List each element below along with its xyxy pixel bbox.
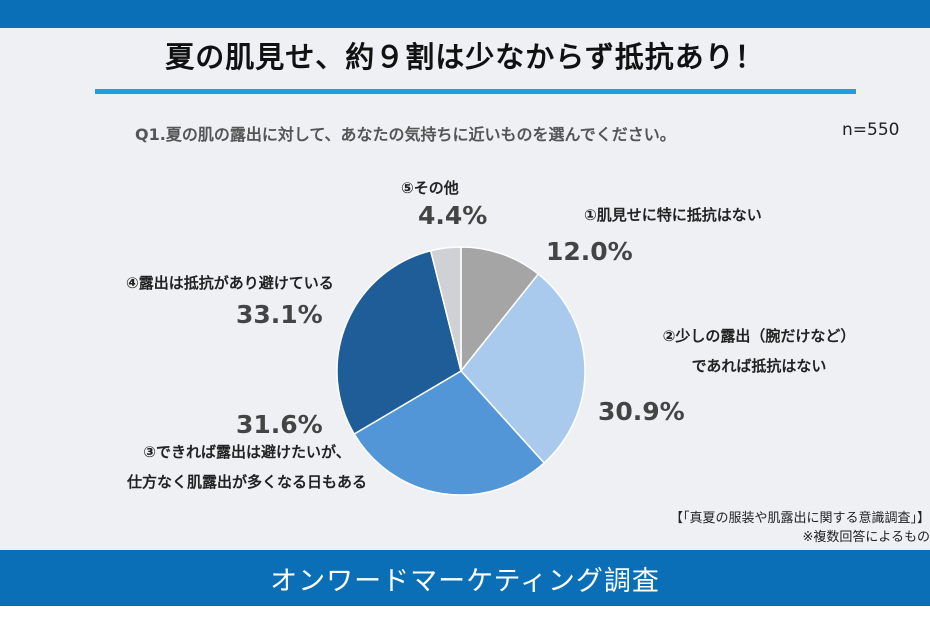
pie-slice-prefer-avoid: [353, 370, 546, 496]
label-small-exposure-line1: ②少しの露出（腕だけなど）: [662, 327, 856, 345]
value-label-other: 4.4%: [418, 201, 488, 230]
label-small-exposure-line2: であれば抵抗はない: [691, 357, 827, 375]
footer-banner: オンワードマーケティング調査: [0, 550, 930, 606]
pie-slice-other: [429, 246, 462, 372]
pie-slice-small-exposure: [460, 272, 586, 465]
bottom-strip: [0, 606, 930, 620]
pie-slice-avoid: [336, 249, 462, 436]
chart-title: 夏の肌見せ、約９割は少なからず抵抗あり！: [165, 40, 765, 74]
source-title: 【「真夏の服装や肌露出に関する意識調査」】: [669, 511, 930, 526]
label-avoid: ④露出は抵抗があり避けている: [126, 274, 334, 292]
value-label-no-resistance: 12.0%: [546, 237, 633, 266]
value-label-small-exposure: 30.9%: [598, 397, 685, 426]
source-footnote: ※複数回答によるもの: [802, 530, 930, 545]
pie-slice-no-resistance: [460, 246, 540, 374]
value-label-avoid: 33.1%: [236, 300, 323, 329]
label-other: ⑤その他: [401, 179, 459, 197]
title-underline: [95, 89, 856, 94]
question-text: Q1.夏の肌の露出に対して、あなたの気持ちに近いものを選んでください。: [135, 125, 676, 144]
label-prefer-avoid-line1: ③できれば露出は避けたいが、: [143, 443, 351, 461]
sample-size: n=550: [842, 120, 900, 140]
footer-text: オンワードマーケティング調査: [270, 565, 660, 597]
top-band: [0, 0, 930, 28]
value-label-prefer-avoid: 31.6%: [236, 410, 323, 439]
label-no-resistance: ①肌見せに特に抵抗はない: [584, 206, 762, 224]
source-note: 【「真夏の服装や肌露出に関する意識調査」】 ※複数回答によるもの: [670, 509, 930, 547]
label-prefer-avoid-line2: 仕方なく肌露出が多くなる日もある: [126, 473, 367, 491]
